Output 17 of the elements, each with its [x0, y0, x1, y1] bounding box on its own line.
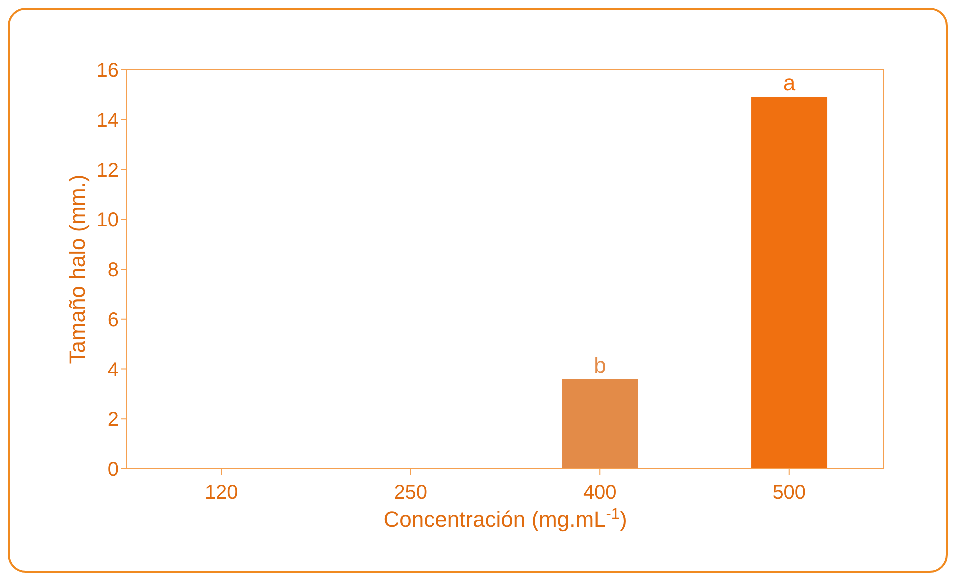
y-tick-label: 6: [108, 309, 119, 332]
x-tick-label: 500: [772, 482, 806, 504]
y-tick-label: 10: [96, 210, 119, 232]
y-tick-label: 8: [108, 260, 119, 282]
y-tick-label: 0: [108, 459, 119, 482]
annotation: a: [783, 70, 796, 96]
x-tick-label: 120: [204, 482, 238, 504]
x-axis-title: Concentración (mg.mL$^{-1}$): [384, 506, 628, 532]
y-tick-label: 12: [96, 160, 119, 182]
annotation: b: [594, 353, 606, 378]
y-tick-label: 16: [96, 60, 119, 82]
y-tick-label: 4: [108, 359, 119, 382]
y-tick-label: 2: [108, 409, 119, 432]
x-tick-label: 400: [583, 482, 617, 504]
x-tick-label: 250: [394, 482, 428, 504]
y-tick-label: 14: [96, 110, 119, 132]
y-axis-title: Tamaño halo (mm.): [65, 174, 90, 364]
